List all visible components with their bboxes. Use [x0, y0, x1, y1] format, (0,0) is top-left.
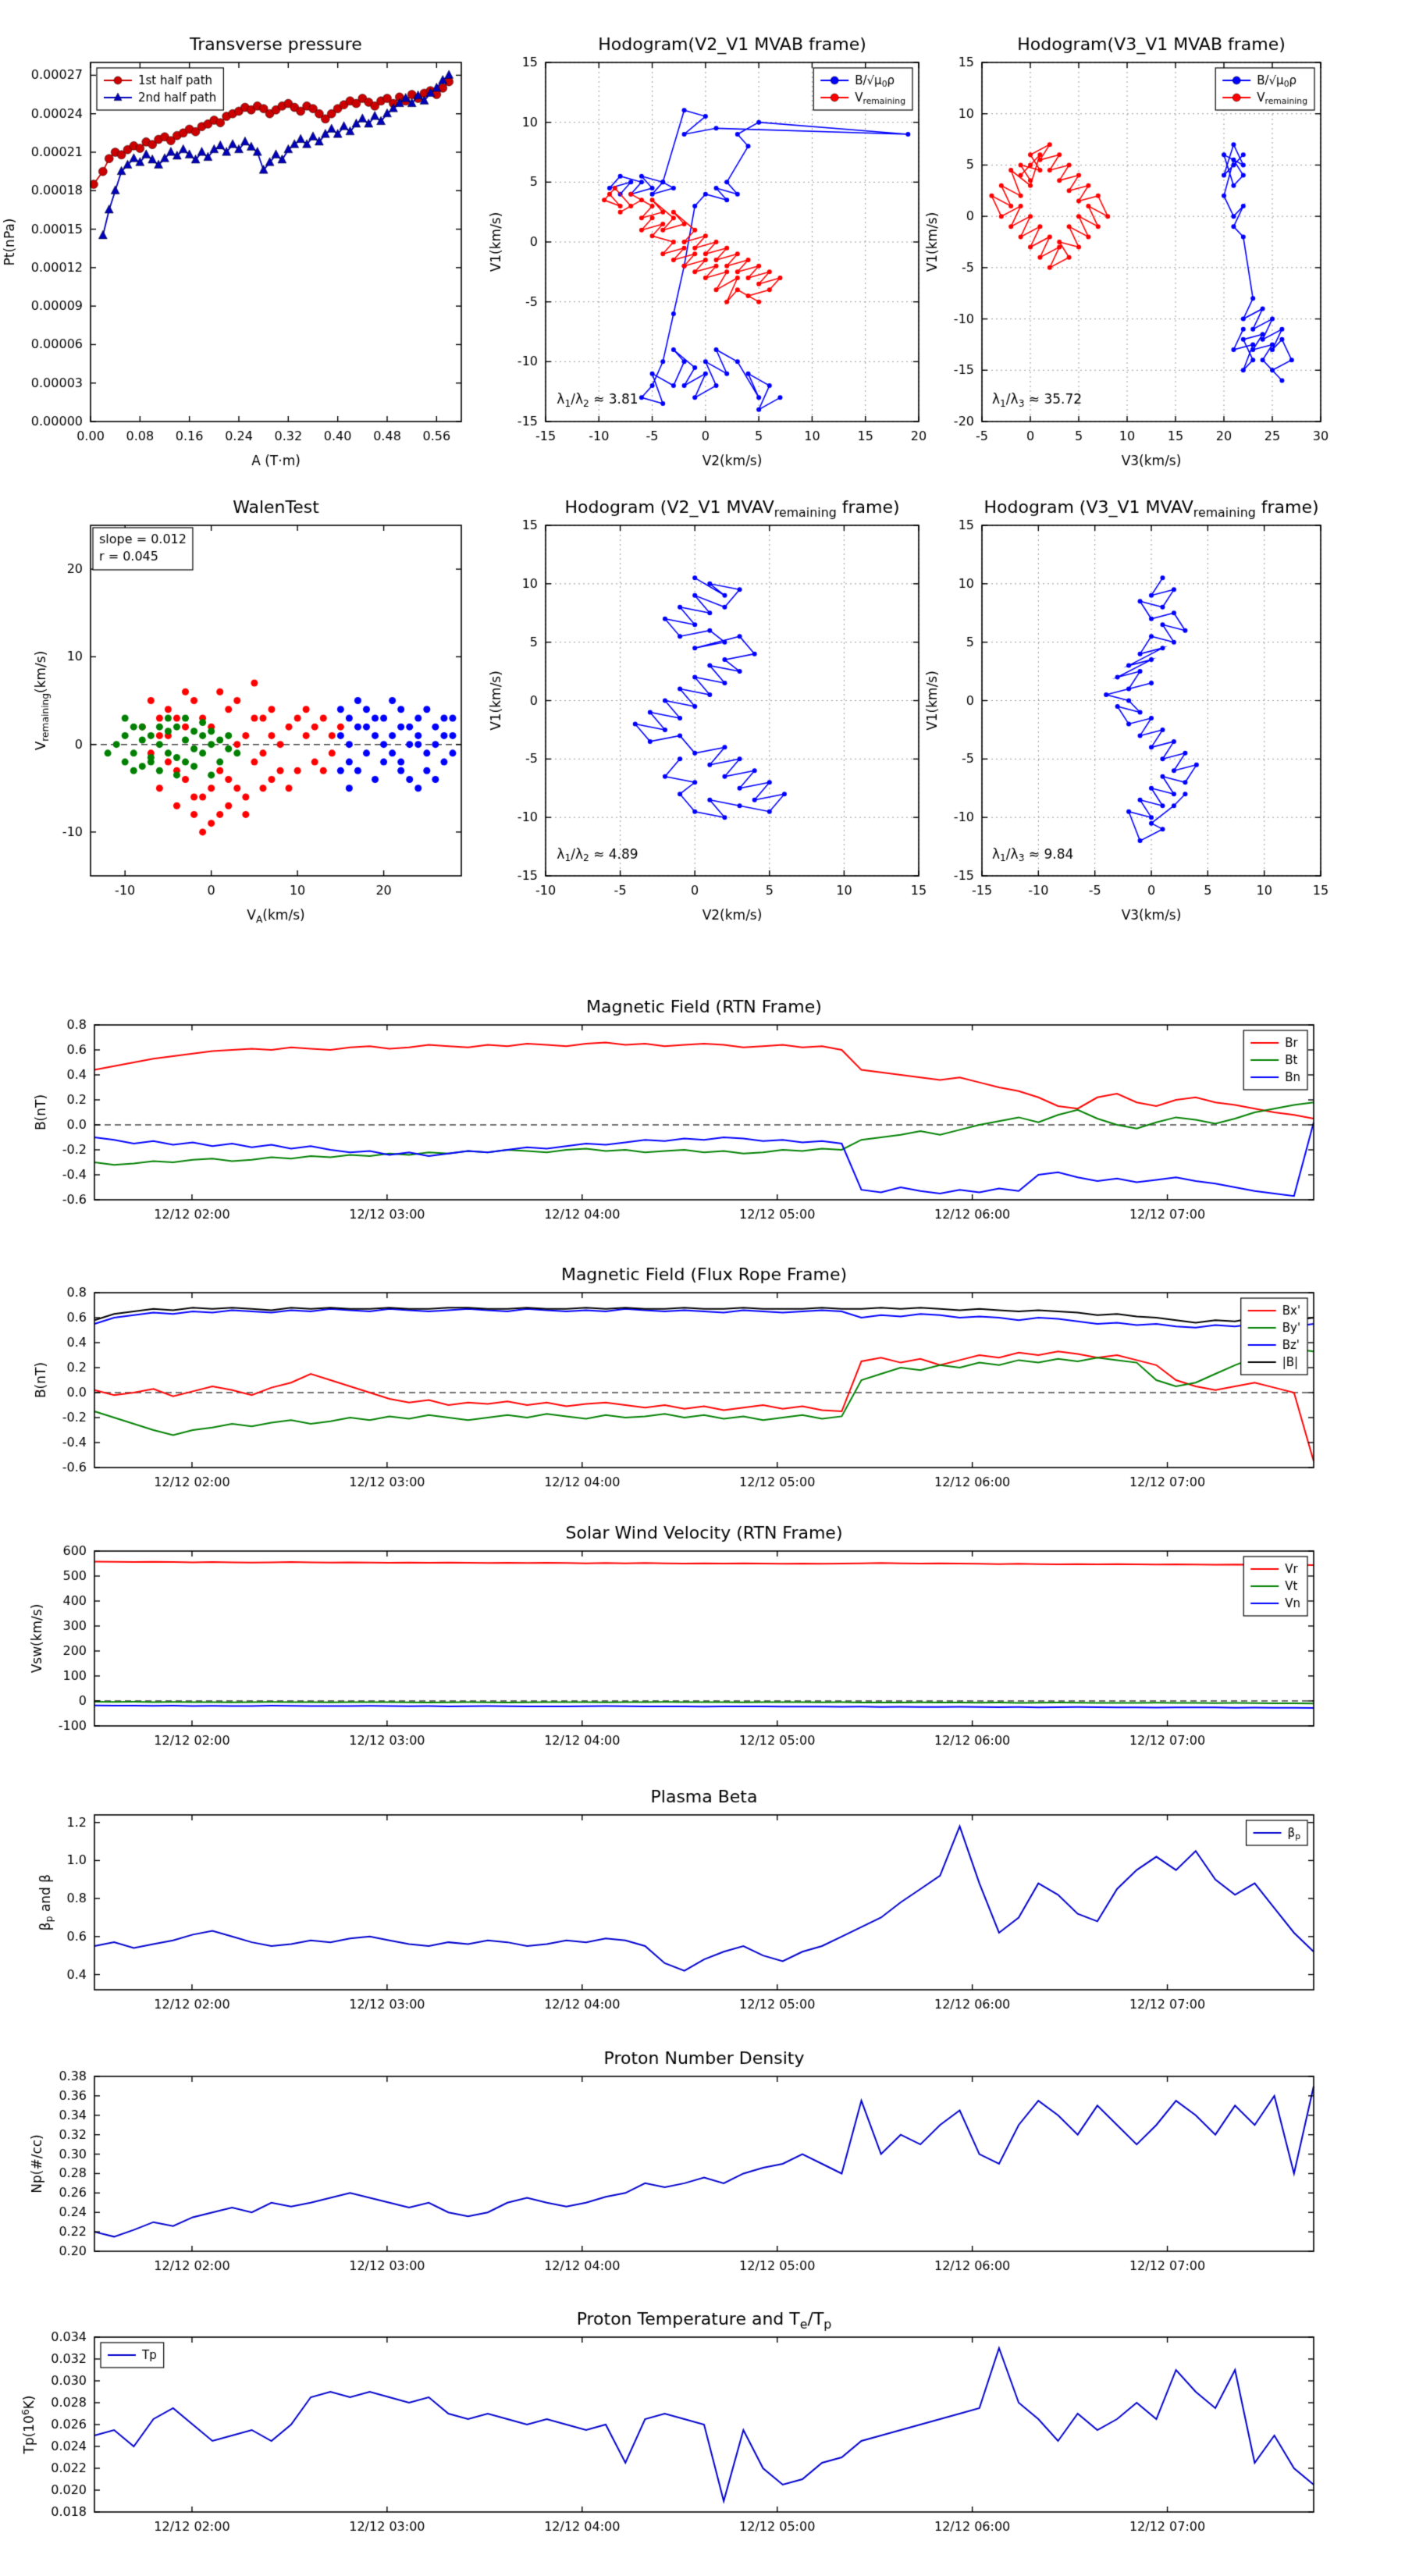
figure — [0, 0, 1405, 2576]
figure-canvas — [0, 0, 1405, 2576]
